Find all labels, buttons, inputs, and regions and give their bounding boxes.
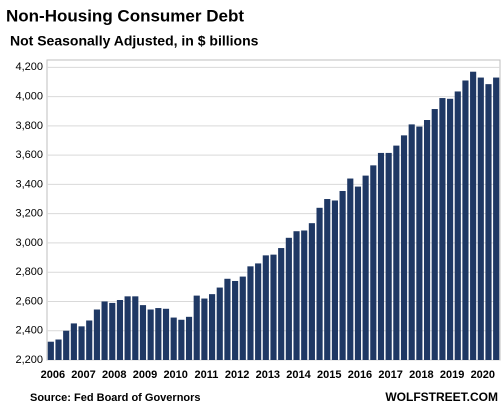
bar <box>301 230 308 360</box>
bar <box>147 309 154 360</box>
x-tick-label: 2016 <box>348 369 372 381</box>
bar <box>377 152 385 360</box>
x-tick-label: 2013 <box>256 369 280 381</box>
bar <box>101 301 108 360</box>
bar <box>331 200 338 360</box>
bar <box>270 254 277 360</box>
bar <box>255 263 262 360</box>
credit: WOLFSTREET.COM <box>385 390 498 404</box>
bar <box>285 237 292 360</box>
bar <box>262 255 269 360</box>
x-tick-label: 2011 <box>194 369 218 381</box>
bar <box>447 98 454 360</box>
bar <box>316 207 323 360</box>
bar <box>224 278 231 360</box>
x-tick-label: 2008 <box>102 369 126 381</box>
bar <box>347 178 354 360</box>
bar <box>477 77 484 360</box>
y-tick-label: 2,400 <box>15 325 43 337</box>
bar <box>354 186 362 360</box>
bar <box>408 124 415 360</box>
bar <box>362 175 369 360</box>
x-tick-label: 2014 <box>286 369 311 381</box>
y-tick-label: 3,800 <box>15 120 43 132</box>
bar <box>324 199 331 360</box>
bar <box>370 165 377 360</box>
bar <box>86 320 93 360</box>
y-tick-label: 3,200 <box>15 208 43 220</box>
bar <box>423 120 431 360</box>
bar <box>201 298 208 360</box>
bar <box>462 80 469 361</box>
bar <box>139 305 147 360</box>
y-tick-label: 2,200 <box>15 354 43 366</box>
bar <box>239 276 246 360</box>
source-note: Source: Fed Board of Governors <box>30 392 201 404</box>
bar <box>439 98 446 361</box>
x-tick-label: 2010 <box>163 369 187 381</box>
y-tick-label: 2,600 <box>15 295 43 307</box>
bar <box>293 231 300 360</box>
y-tick-label: 2,800 <box>15 266 43 278</box>
bar <box>400 135 408 360</box>
bar <box>470 71 477 361</box>
y-tick-label: 4,200 <box>15 61 43 73</box>
chart-subtitle: Not Seasonally Adjusted, in $ billions <box>10 33 259 49</box>
bar <box>485 84 492 361</box>
y-tick-label: 3,000 <box>15 237 43 249</box>
bar <box>162 308 170 360</box>
x-tick-label: 2020 <box>471 369 495 381</box>
bar <box>124 296 131 360</box>
bar <box>185 316 193 360</box>
bar <box>385 152 392 360</box>
x-tick-label: 2007 <box>71 369 95 381</box>
bar <box>116 300 124 360</box>
x-tick-label: 2015 <box>317 369 341 381</box>
x-tick-label: 2006 <box>41 369 65 381</box>
bar <box>70 323 77 360</box>
x-tick-label: 2017 <box>378 369 402 381</box>
bar <box>493 77 500 360</box>
bar <box>170 317 177 360</box>
bar <box>132 296 139 360</box>
bar <box>308 223 315 360</box>
bar <box>454 91 461 361</box>
bar <box>193 295 200 360</box>
x-tick-label: 2018 <box>409 369 433 381</box>
chart-title: Non-Housing Consumer Debt <box>6 6 244 25</box>
bar <box>247 266 254 360</box>
bar <box>47 341 54 360</box>
bar <box>416 126 423 361</box>
bar <box>178 319 185 360</box>
bar <box>63 330 70 360</box>
x-tick-label: 2019 <box>440 369 464 381</box>
bar <box>93 309 100 360</box>
y-tick-label: 4,000 <box>15 90 43 102</box>
bar <box>339 190 346 360</box>
y-tick-label: 3,600 <box>15 149 43 161</box>
bar <box>232 280 239 360</box>
bar <box>431 109 438 361</box>
bar <box>278 248 285 360</box>
x-tick-label: 2009 <box>133 369 157 381</box>
y-tick-label: 3,400 <box>15 178 43 190</box>
bar <box>109 302 116 360</box>
bar <box>216 287 223 360</box>
bar <box>78 326 85 360</box>
bar <box>393 145 400 360</box>
bar <box>209 294 216 360</box>
bar <box>155 308 162 360</box>
bar <box>55 339 62 360</box>
x-tick-label: 2012 <box>225 369 249 381</box>
